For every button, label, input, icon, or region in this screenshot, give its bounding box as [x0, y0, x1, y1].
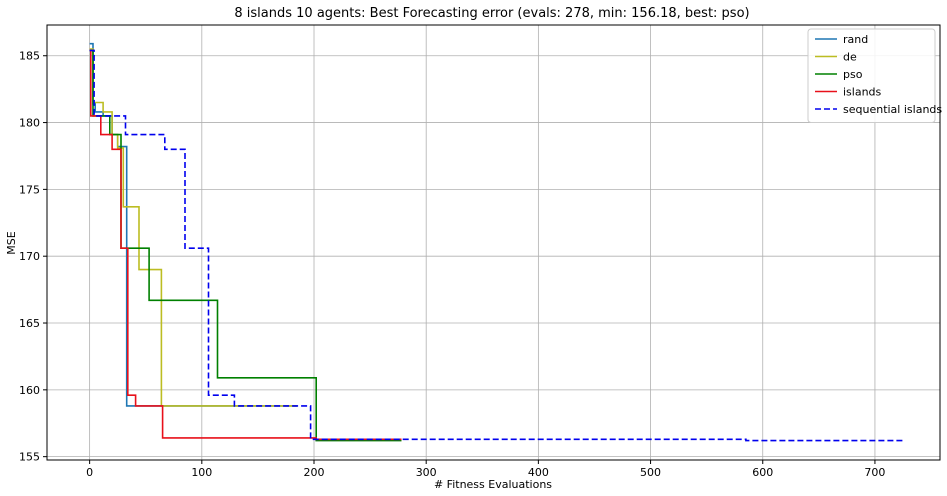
y-tick-label: 170 [19, 250, 40, 263]
legend-label: sequential islands [843, 103, 942, 116]
x-tick-label: 400 [528, 466, 549, 479]
x-tick-label: 600 [752, 466, 773, 479]
series-line-sequential-islands [89, 49, 903, 442]
legend-label: pso [843, 68, 863, 81]
legend-label: rand [843, 33, 868, 46]
x-axis-label: # Fitness Evaluations [434, 478, 552, 491]
x-tick-label: 300 [416, 466, 437, 479]
y-tick-label: 180 [19, 117, 40, 130]
series-line-islands [89, 49, 402, 441]
x-tick-label: 700 [864, 466, 885, 479]
y-axis-ticks: 155 160 165 170 175 180 185 [19, 50, 47, 464]
legend-label: de [843, 51, 857, 64]
y-tick-label: 165 [19, 317, 40, 330]
grid [47, 25, 940, 460]
legend-label: islands [843, 86, 882, 99]
y-tick-label: 175 [19, 183, 40, 196]
series-group [89, 42, 903, 442]
series-line-de [89, 48, 298, 407]
x-axis-ticks: 0 100 200 300 400 500 600 700 [86, 460, 885, 479]
y-axis-label: MSE [5, 231, 18, 254]
x-tick-label: 500 [640, 466, 661, 479]
plot-frame [46, 24, 941, 461]
y-tick-label: 160 [19, 384, 40, 397]
legend: rand de pso islands sequential islands [807, 28, 942, 123]
x-tick-label: 200 [304, 466, 325, 479]
y-tick-label: 185 [19, 50, 40, 63]
x-tick-label: 100 [191, 466, 212, 479]
y-tick-label: 155 [19, 451, 40, 464]
series-line-pso [89, 49, 402, 442]
x-tick-label: 0 [86, 466, 93, 479]
chart-title: 8 islands 10 agents: Best Forecasting er… [234, 6, 749, 21]
legend-box [807, 28, 936, 123]
